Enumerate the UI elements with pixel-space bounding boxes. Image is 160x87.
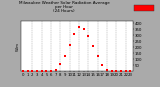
Point: [45, 71, 48, 72]
Point: [22, 71, 24, 72]
Point: [96, 55, 99, 56]
Point: [78, 26, 80, 28]
Point: [31, 71, 34, 72]
Point: [87, 36, 90, 37]
Point: [83, 29, 85, 30]
Point: [50, 70, 52, 72]
Point: [124, 71, 127, 72]
Point: [27, 71, 29, 72]
Point: [64, 55, 66, 56]
Point: [55, 69, 57, 70]
Point: [111, 71, 113, 72]
Point: [129, 71, 132, 72]
Point: [115, 71, 118, 72]
Y-axis label: W/m: W/m: [15, 42, 19, 51]
Point: [40, 71, 43, 72]
Point: [92, 45, 94, 47]
Point: [101, 64, 104, 65]
Text: Milwaukee Weather Solar Radiation Average
per Hour
(24 Hours): Milwaukee Weather Solar Radiation Averag…: [19, 1, 109, 13]
Point: [106, 69, 108, 71]
Point: [73, 33, 76, 35]
Point: [120, 71, 122, 72]
Point: [36, 71, 38, 72]
Point: [68, 44, 71, 46]
Point: [59, 63, 62, 65]
